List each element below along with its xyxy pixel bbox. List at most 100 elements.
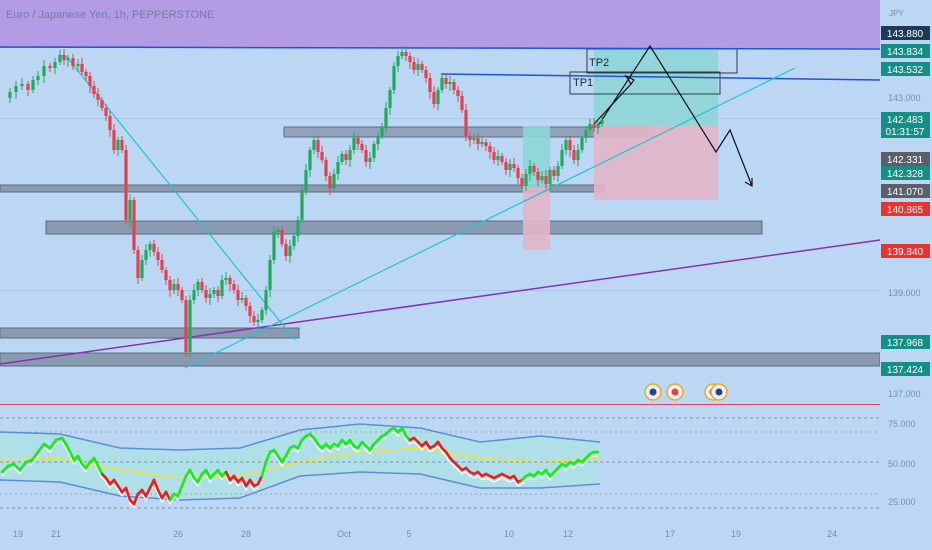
candle-body	[92, 86, 96, 94]
candle-body	[84, 72, 88, 76]
rsi-line-segment	[204, 468, 212, 480]
rsi-line-segment	[144, 486, 152, 498]
candle-body	[424, 70, 428, 78]
candle-body	[42, 66, 46, 76]
candle-body	[66, 58, 70, 60]
rsi-line-segment	[152, 478, 160, 492]
rsi-lower-band	[0, 471, 601, 501]
cyan-uptrend-line	[184, 67, 796, 369]
projection-arrow-tp1	[593, 74, 635, 125]
candle-body	[324, 160, 328, 176]
candle-body	[588, 124, 592, 130]
event-icons[interactable]	[644, 383, 728, 401]
candle-body	[272, 232, 276, 260]
long-sl-zone	[523, 188, 550, 250]
candle-body	[208, 294, 212, 298]
candle-body	[400, 52, 404, 56]
candle-body	[308, 150, 312, 170]
candle-body	[532, 166, 536, 172]
rsi-tick-label: 50.000	[888, 459, 916, 469]
price-badge-bg	[881, 44, 930, 58]
candle-body	[132, 200, 136, 250]
resistance-line	[440, 73, 881, 81]
candle-body	[220, 280, 224, 296]
price-badge-teal: 143.532	[887, 65, 924, 76]
tp1-label: TP1	[573, 77, 593, 89]
candle-body	[500, 156, 504, 162]
candle-body	[540, 176, 544, 180]
candle-body	[592, 124, 596, 128]
candle-body	[508, 164, 512, 170]
candle-body	[552, 170, 556, 176]
candle-body	[368, 158, 372, 162]
candle-body	[524, 174, 528, 186]
time-tick-label: 19	[731, 529, 741, 539]
candle-body	[520, 178, 524, 186]
candle-body	[516, 168, 520, 178]
candle-body	[304, 170, 308, 190]
candle-body	[312, 140, 316, 150]
time-tick-label: 28	[241, 529, 251, 539]
candle-body	[140, 260, 144, 278]
time-tick-label: Oct	[337, 529, 352, 539]
candle-body	[476, 138, 480, 144]
candle-body	[388, 90, 392, 108]
price-axis[interactable]: 143.000 139.000 137.000 75.000 50.000 25.000	[880, 0, 932, 550]
rsi-line-segment	[256, 474, 264, 486]
candle-body	[528, 166, 532, 174]
projection-arrowhead	[744, 178, 753, 188]
time-tick-label: 24	[827, 529, 837, 539]
candle-body	[536, 172, 540, 180]
candle-body	[596, 124, 600, 128]
candle-body	[80, 64, 84, 72]
price-badge-bg	[881, 26, 930, 40]
candle-body	[340, 154, 344, 162]
candle-body	[108, 116, 112, 130]
rsi-line-segment	[196, 472, 204, 484]
candle-body	[472, 138, 476, 140]
candle-body	[556, 166, 560, 176]
candle-body	[148, 244, 152, 250]
price-badge-teal: 143.834	[887, 47, 924, 58]
candle-body	[408, 56, 412, 62]
candle-body	[396, 56, 400, 66]
candle-body	[428, 78, 432, 92]
candle-body	[252, 316, 256, 322]
position-tp-zone	[594, 50, 718, 126]
candle-body	[444, 78, 448, 84]
price-badge-grey: 142.331	[887, 155, 924, 166]
candle-body	[248, 306, 252, 316]
candles-layer	[8, 46, 604, 359]
rsi-line-segment	[260, 460, 268, 478]
candle-body	[184, 300, 188, 352]
candle-body	[100, 100, 104, 108]
candle-body	[464, 110, 468, 136]
candle-body	[548, 170, 552, 184]
candle-body	[164, 270, 168, 280]
pane-separator	[0, 404, 932, 405]
price-badge-bg	[881, 62, 930, 76]
candle-body	[26, 84, 30, 90]
time-tick-label: 10	[504, 529, 514, 539]
price-badge-grey: 141.070	[887, 187, 924, 198]
rsi-line-segment	[224, 470, 232, 482]
candle-body	[156, 252, 160, 260]
price-badge-bg	[881, 166, 930, 180]
candle-body	[152, 244, 156, 252]
candle-body	[420, 64, 424, 70]
candle-body	[256, 320, 260, 322]
candle-body	[480, 142, 484, 144]
rsi-line-segment	[48, 438, 58, 450]
event-flag-icon	[671, 388, 679, 396]
candle-body	[416, 64, 420, 70]
candle-body	[404, 52, 408, 56]
candle-body	[192, 290, 196, 300]
candle-body	[260, 310, 264, 320]
candle-body	[240, 298, 244, 300]
time-axis[interactable]: 19 21 26 28 Oct 5 10 12 17 19 24	[13, 529, 837, 539]
candle-body	[104, 108, 108, 116]
candle-body	[344, 154, 348, 160]
candle-body	[392, 66, 396, 90]
resistance-line	[0, 46, 881, 50]
